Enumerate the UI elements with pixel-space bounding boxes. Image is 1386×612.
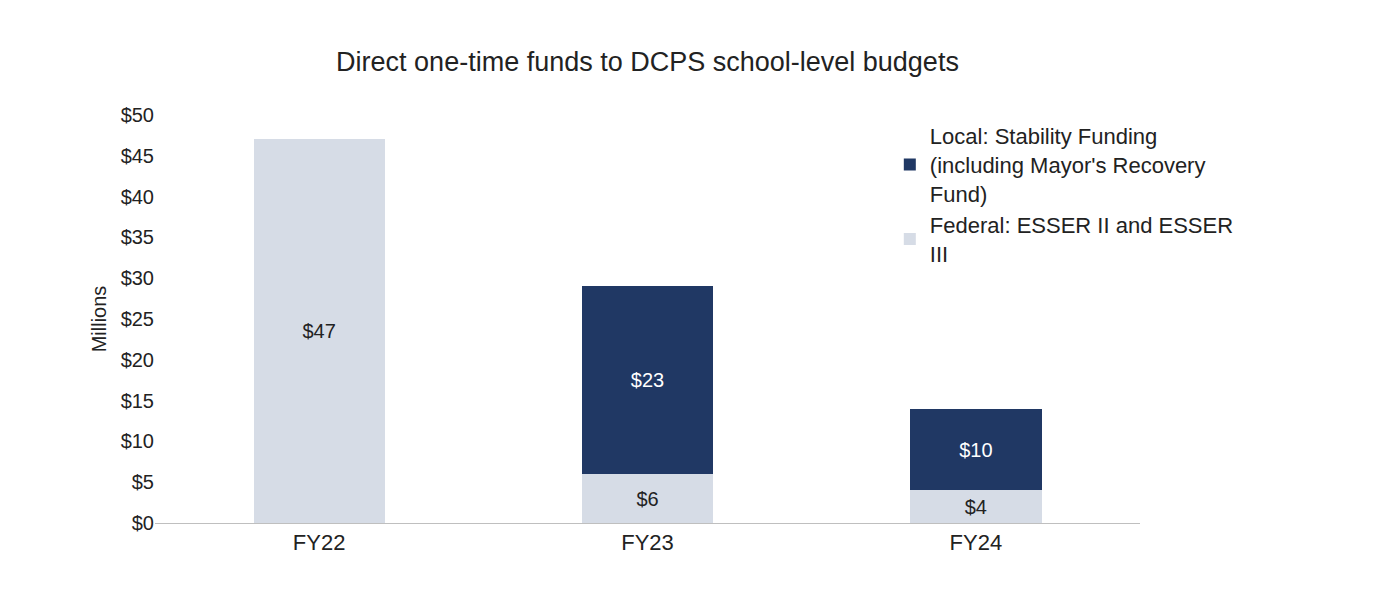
- svg-text:$40: $40: [121, 186, 154, 208]
- svg-text:$5: $5: [132, 471, 154, 493]
- svg-text:$4: $4: [965, 496, 987, 518]
- svg-text:FY22: FY22: [293, 530, 346, 555]
- svg-text:Direct one-time funds to DCPS: Direct one-time funds to DCPS school-lev…: [336, 47, 959, 77]
- svg-text:FY23: FY23: [621, 530, 674, 555]
- svg-text:$20: $20: [121, 349, 154, 371]
- svg-text:$47: $47: [302, 320, 335, 342]
- svg-text:Federal: ESSER II and ESSERIII: Federal: ESSER II and ESSERIII: [930, 213, 1233, 267]
- svg-text:Local: Stability Funding(inclu: Local: Stability Funding(including Mayor…: [930, 124, 1206, 206]
- svg-text:$0: $0: [132, 512, 154, 534]
- svg-text:$25: $25: [121, 308, 154, 330]
- svg-text:$6: $6: [636, 488, 658, 510]
- svg-text:$35: $35: [121, 226, 154, 248]
- svg-text:$23: $23: [631, 369, 664, 391]
- svg-text:$10: $10: [121, 430, 154, 452]
- svg-text:$45: $45: [121, 145, 154, 167]
- svg-text:$30: $30: [121, 267, 154, 289]
- svg-text:$15: $15: [121, 390, 154, 412]
- svg-text:Millions: Millions: [88, 286, 110, 353]
- svg-text:$50: $50: [121, 104, 154, 126]
- svg-text:FY24: FY24: [950, 530, 1003, 555]
- svg-text:$10: $10: [959, 439, 992, 461]
